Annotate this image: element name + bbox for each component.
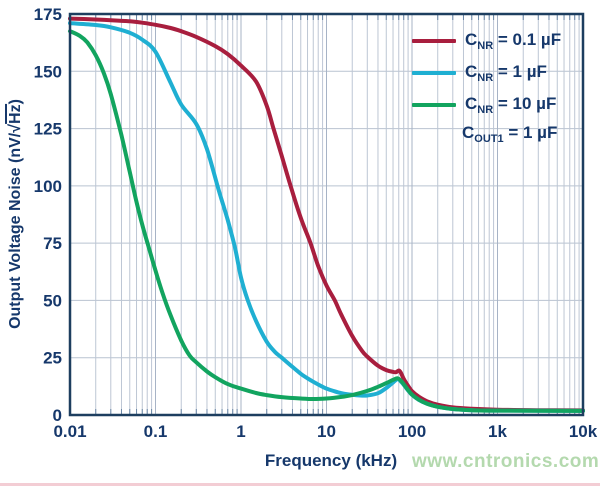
- sqrt-radicand: Hz: [5, 104, 24, 124]
- legend-value: = 1 µF: [493, 62, 547, 81]
- vertical-gridlines: [95, 14, 580, 415]
- legend-item-cnr-10uf: CNR = 10 µF: [412, 89, 561, 121]
- y-tick-label: 25: [43, 349, 62, 368]
- cout1-annotation: COUT1 = 1 µF: [462, 123, 557, 145]
- x-tick-labels: 0.01 0.1 1 10 100 1k 10k: [53, 422, 597, 441]
- sqrt-radical: √: [7, 123, 24, 133]
- y-tick-label: 75: [43, 234, 62, 253]
- y-tick-label: 50: [43, 291, 62, 310]
- y-axis-title-text: Output Voltage Noise (nV/: [7, 132, 24, 329]
- legend-subscript: NR: [477, 104, 494, 116]
- legend-item-cnr-0p1uf: CNR = 0.1 µF: [412, 25, 561, 57]
- y-axis-title: Output Voltage Noise (nV/√Hz): [5, 99, 25, 329]
- legend-item-cnr-1uf: CNR = 1 µF: [412, 57, 561, 89]
- y-tick-label: 150: [34, 62, 62, 81]
- y-tick-labels: 0 25 50 75 100 125 150 175: [34, 5, 62, 425]
- x-tick-label: 10: [317, 422, 336, 441]
- bottom-edge-artifact: [0, 483, 600, 486]
- annotation-subscript: OUT1: [474, 133, 504, 145]
- x-tick-label: 1: [236, 422, 245, 441]
- legend-symbol: C: [465, 30, 478, 49]
- x-tick-label: 100: [398, 422, 426, 441]
- x-tick-label: 10k: [569, 422, 598, 441]
- x-tick-label: 0.1: [144, 422, 168, 441]
- y-tick-label: 0: [53, 406, 62, 425]
- legend-symbol: C: [465, 62, 478, 81]
- legend-subscript: NR: [477, 72, 494, 84]
- legend-label: CNR = 0.1 µF: [465, 30, 561, 52]
- series-curve-cnr-10uf: [68, 29, 585, 413]
- curves: [68, 16, 585, 413]
- x-tick-label: 0.01: [53, 422, 86, 441]
- legend-value: = 10 µF: [493, 94, 557, 113]
- series-curve-cnr-0p1uf: [68, 16, 585, 413]
- x-axis-title: Frequency (kHz): [264, 451, 398, 470]
- legend-label: CNR = 1 µF: [465, 62, 547, 84]
- y-axis-title-close: ): [7, 99, 24, 105]
- legend: CNR = 0.1 µF CNR = 1 µF CNR = 10 µF: [412, 25, 561, 121]
- legend-swatch-green: [412, 103, 456, 107]
- annotation-symbol: C: [462, 123, 475, 142]
- legend-symbol: C: [465, 94, 478, 113]
- legend-subscript: NR: [477, 40, 494, 52]
- legend-label: CNR = 10 µF: [465, 94, 556, 116]
- y-tick-label: 125: [34, 120, 62, 139]
- x-tick-label: 1k: [488, 422, 507, 441]
- y-tick-label: 100: [34, 177, 62, 196]
- y-tick-label: 175: [34, 5, 62, 24]
- legend-swatch-cyan: [412, 71, 456, 75]
- plot-frame: [68, 12, 585, 417]
- annotation-value: = 1 µF: [503, 123, 558, 142]
- legend-value: = 0.1 µF: [493, 30, 562, 49]
- watermark-text: www.cntronics.com: [412, 451, 600, 472]
- legend-swatch-red: [412, 39, 456, 43]
